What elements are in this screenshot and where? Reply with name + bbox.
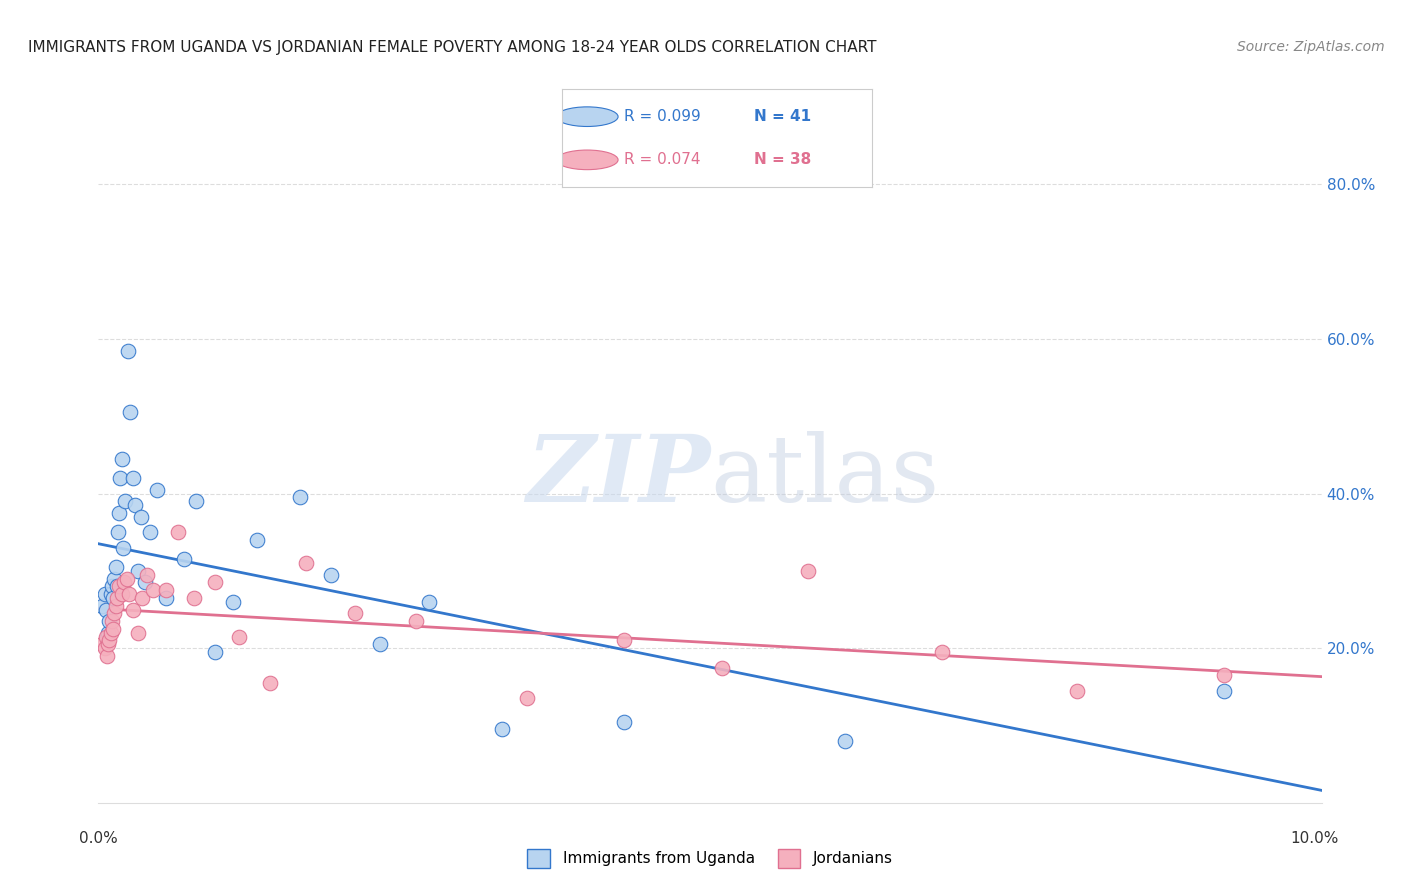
- Point: [112, 575, 135, 590]
- Point: [136, 567, 159, 582]
- Point: [1212, 683, 1234, 698]
- Point: [100, 625, 122, 640]
- Point: [613, 633, 636, 648]
- Point: [93, 641, 115, 656]
- Point: [94, 602, 117, 616]
- Point: [516, 691, 538, 706]
- Text: 0.0%: 0.0%: [79, 831, 118, 846]
- Point: [127, 564, 149, 578]
- Point: [94, 630, 117, 644]
- Point: [711, 660, 734, 674]
- Point: [103, 607, 125, 621]
- Point: [91, 637, 114, 651]
- Text: R = 0.099: R = 0.099: [624, 109, 702, 124]
- Point: [344, 607, 367, 621]
- Point: [110, 471, 132, 485]
- Point: [186, 494, 208, 508]
- Point: [97, 637, 120, 651]
- Text: atlas: atlas: [710, 431, 939, 521]
- Point: [104, 560, 127, 574]
- Point: [173, 552, 195, 566]
- Circle shape: [557, 150, 619, 169]
- Point: [98, 614, 121, 628]
- Point: [1066, 683, 1088, 698]
- Point: [204, 645, 226, 659]
- Point: [246, 533, 269, 547]
- Point: [98, 633, 121, 648]
- Text: Source: ZipAtlas.com: Source: ZipAtlas.com: [1237, 40, 1385, 54]
- Point: [155, 583, 177, 598]
- Point: [139, 525, 162, 540]
- Point: [613, 714, 636, 729]
- Point: [222, 595, 245, 609]
- Point: [108, 506, 131, 520]
- Point: [108, 579, 131, 593]
- Point: [101, 591, 124, 605]
- Point: [101, 622, 124, 636]
- Point: [259, 676, 281, 690]
- Point: [146, 483, 169, 497]
- Point: [405, 614, 427, 628]
- Point: [142, 583, 165, 598]
- Point: [114, 494, 136, 508]
- Point: [204, 575, 226, 590]
- Circle shape: [557, 107, 619, 127]
- Point: [134, 575, 156, 590]
- Point: [931, 645, 953, 659]
- Point: [834, 734, 856, 748]
- Point: [105, 579, 128, 593]
- Text: N = 38: N = 38: [754, 153, 811, 168]
- Point: [120, 405, 142, 419]
- Point: [155, 591, 177, 605]
- Point: [104, 599, 127, 613]
- Point: [96, 648, 118, 663]
- Point: [115, 572, 138, 586]
- Text: N = 41: N = 41: [754, 109, 811, 124]
- Text: ZIP: ZIP: [526, 431, 710, 521]
- Point: [295, 556, 318, 570]
- Point: [491, 723, 513, 737]
- Point: [91, 599, 114, 613]
- Point: [121, 602, 143, 616]
- Point: [105, 591, 128, 605]
- Point: [290, 491, 312, 505]
- Point: [97, 625, 120, 640]
- Point: [183, 591, 205, 605]
- Point: [111, 541, 134, 555]
- Point: [118, 587, 141, 601]
- Point: [418, 595, 440, 609]
- Point: [103, 572, 125, 586]
- Legend: Immigrants from Uganda, Jordanians: Immigrants from Uganda, Jordanians: [520, 841, 900, 875]
- Text: IMMIGRANTS FROM UGANDA VS JORDANIAN FEMALE POVERTY AMONG 18-24 YEAR OLDS CORRELA: IMMIGRANTS FROM UGANDA VS JORDANIAN FEMA…: [28, 40, 876, 55]
- Point: [124, 498, 146, 512]
- Point: [107, 525, 129, 540]
- Text: 10.0%: 10.0%: [1291, 831, 1339, 846]
- Point: [131, 591, 153, 605]
- Point: [228, 630, 250, 644]
- Point: [1212, 668, 1234, 682]
- Point: [121, 471, 143, 485]
- Point: [101, 579, 124, 593]
- Point: [111, 587, 134, 601]
- Point: [111, 451, 134, 466]
- Text: R = 0.074: R = 0.074: [624, 153, 700, 168]
- Point: [167, 525, 190, 540]
- Point: [127, 625, 149, 640]
- Point: [797, 564, 820, 578]
- Point: [129, 509, 152, 524]
- Point: [93, 587, 115, 601]
- Point: [319, 567, 342, 582]
- Point: [117, 343, 139, 358]
- Point: [96, 630, 118, 644]
- Point: [100, 587, 122, 601]
- Point: [101, 614, 124, 628]
- Point: [368, 637, 391, 651]
